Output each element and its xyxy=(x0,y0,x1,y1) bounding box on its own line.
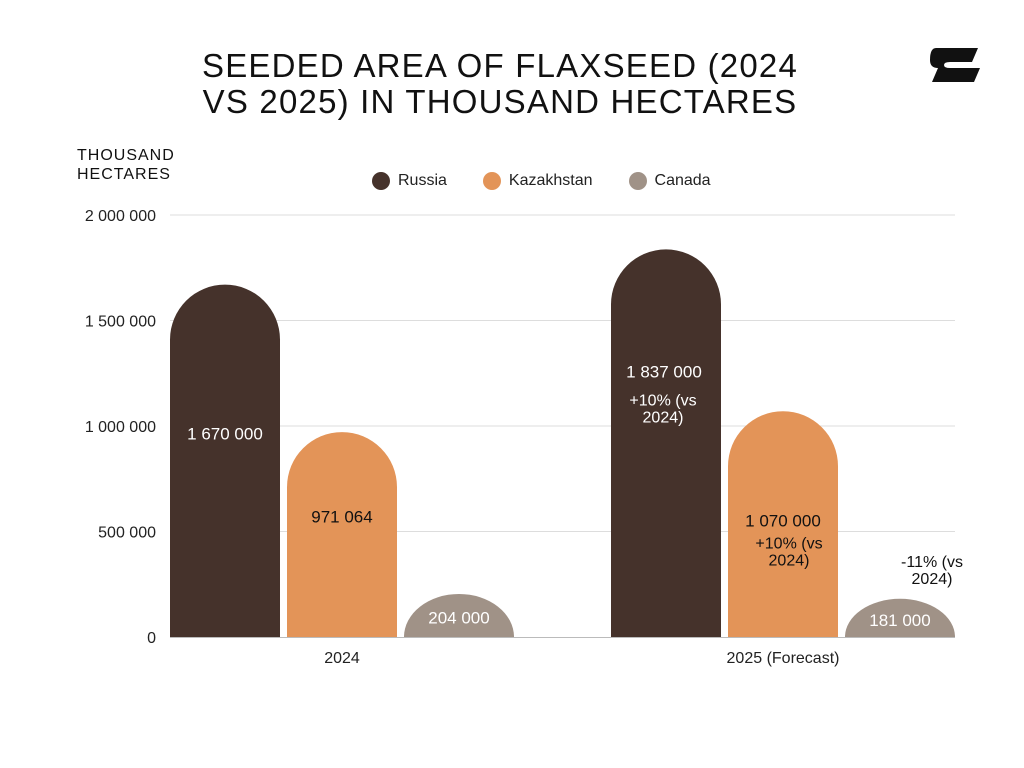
bar-canada-1 xyxy=(845,598,955,637)
y-tick-label: 2 000 000 xyxy=(85,208,156,225)
y-tick-label: 0 xyxy=(147,630,156,647)
data-label: 1 670 000 xyxy=(187,425,263,444)
y-tick-label: 1 500 000 xyxy=(85,314,156,331)
annotation-line: 2024) xyxy=(769,552,810,569)
legend-swatch-kazakhstan xyxy=(482,172,501,190)
brand-logo-icon xyxy=(930,48,980,82)
legend: Russia Kazakhstan Canada xyxy=(372,172,711,190)
legend-swatch-russia xyxy=(372,172,390,190)
data-label: 1 070 000 xyxy=(745,511,821,530)
legend-item-kazakhstan: Kazakhstan xyxy=(482,172,593,190)
legend-item-canada: Canada xyxy=(628,172,711,190)
annotation-line: 2024) xyxy=(643,409,684,426)
data-label: 204 000 xyxy=(428,609,489,628)
bar-russia-1 xyxy=(611,249,721,637)
annotation-line: -11% (vs xyxy=(901,554,963,571)
data-label: 181 000 xyxy=(869,611,930,630)
data-label: 971 064 xyxy=(311,507,372,526)
legend-swatch-canada xyxy=(628,172,647,190)
chart-title: SEEDED AREA OF FLAXSEED (2024 VS 2025) I… xyxy=(201,47,799,120)
change-annotation: -11% (vs 2024) xyxy=(901,554,963,588)
bar-kazakhstan-0 xyxy=(287,432,397,637)
bar-canada-0 xyxy=(404,593,514,637)
bar-russia-0 xyxy=(170,284,280,637)
x-tick-label: 2024 xyxy=(324,650,360,667)
bar-kazakhstan-1 xyxy=(728,411,838,637)
annotation-line: +10% (vs xyxy=(755,535,822,552)
x-tick-label: 2025 (Forecast) xyxy=(727,650,840,667)
y-axis-title: THOUSAND HECTARES xyxy=(77,147,175,183)
y-tick-label: 500 000 xyxy=(98,525,156,542)
y-tick-label: 1 000 000 xyxy=(85,419,156,436)
change-annotation: +10% (vs 2024) xyxy=(755,535,822,569)
legend-label-kazakhstan: Kazakhstan xyxy=(508,172,593,189)
change-annotation: +10% (vs 2024) xyxy=(629,392,696,426)
legend-item-russia: Russia xyxy=(372,172,447,190)
annotation-line: 2024) xyxy=(912,571,953,588)
legend-label-russia: Russia xyxy=(398,172,447,189)
annotation-line: +10% (vs xyxy=(629,392,696,409)
legend-label-canada: Canada xyxy=(654,172,711,189)
data-label: 1 837 000 xyxy=(626,362,702,381)
